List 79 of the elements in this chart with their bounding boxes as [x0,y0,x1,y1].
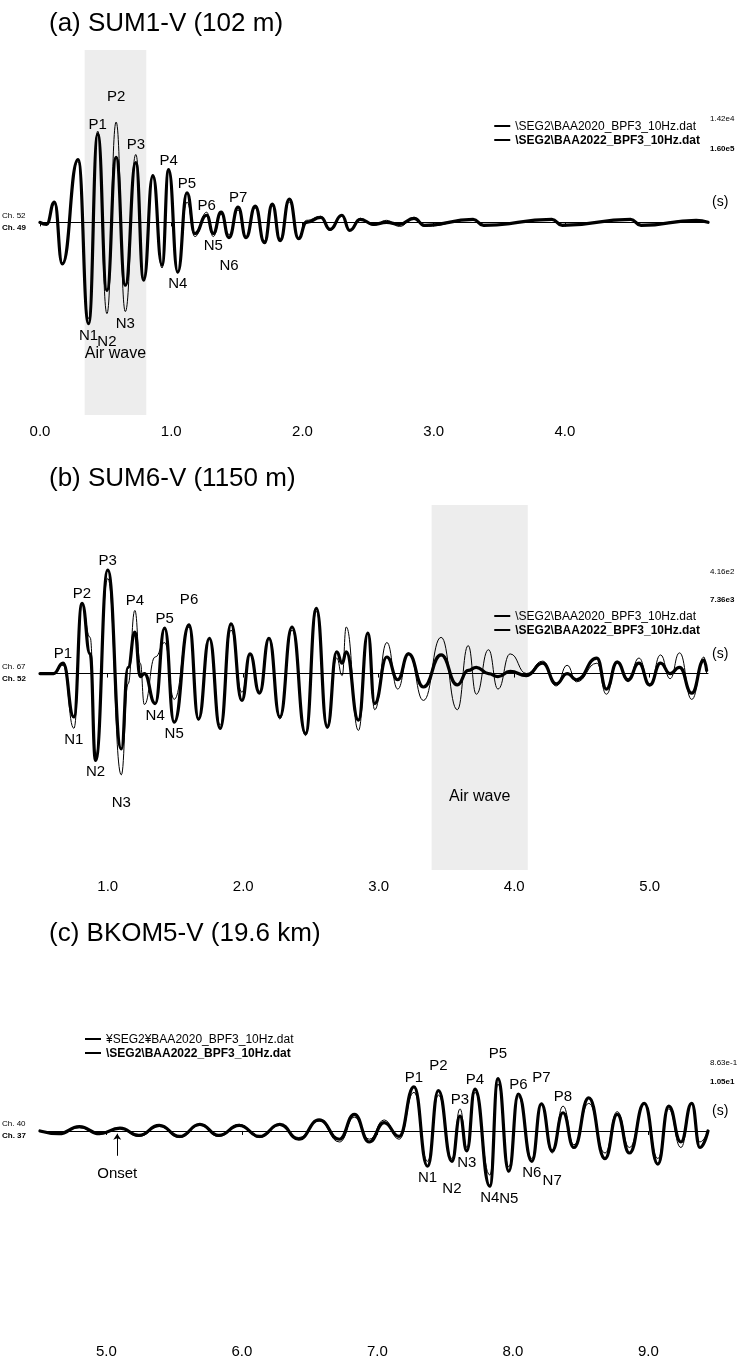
x-tick-label: 1.0 [160,422,182,439]
text: Ch. 52 [2,210,27,220]
legend-label: \SEG2\BAA2022_BPF3_10Hz.dat [515,623,700,637]
legend-label: \SEG2\BAA2022_BPF3_10Hz.dat [515,133,700,147]
annotation: N1 [64,730,84,748]
annotation: N1 [417,1168,438,1186]
annotation: N2 [85,762,106,780]
text: Ch. 49 [2,222,27,232]
x-tick-label: 1.0 [97,877,119,894]
x-axis-title: (s) [712,644,729,661]
annotation: P3 [126,135,145,153]
x-tick-label: 2.0 [292,422,313,439]
legend-label: \SEG2\BAA2022_BPF3_10Hz.dat [106,1046,291,1060]
legend-label: \SEG2\BAA2020_BPF3_10Hz.dat [515,609,697,623]
annotation: N3 [457,1152,477,1170]
annotation: P1 [53,644,73,662]
annotation: N5 [499,1189,519,1207]
annotation: P6 [509,1075,528,1093]
x-axis-title: (s) [712,193,729,210]
annotation: N4 [480,1188,500,1206]
annotation: N5 [203,235,223,253]
annotation: N1 [78,325,99,343]
annotation: P6 [179,589,199,607]
annotation: N3 [111,792,131,810]
annotation: P7 [228,188,248,206]
annotation: P8 [553,1087,573,1105]
x-tick-label: 3.0 [368,877,390,894]
annotation: P5 [177,173,197,191]
x-tick-label: 2.0 [232,877,254,894]
x-tick-label: 8.0 [502,1342,524,1359]
text: Ch. 52 [2,674,27,684]
annotation: P2 [106,86,126,104]
annotation: P3 [98,551,117,569]
text: 4.16e2 [710,567,736,577]
text: Ch. 67 [2,662,27,672]
x-tick-label: 3.0 [423,422,445,439]
annotation: P4 [465,1070,485,1088]
annotation: N5 [164,724,184,742]
annotation: P2 [429,1055,448,1073]
annotation: Onset [97,1163,139,1181]
annotation: P2 [72,584,92,602]
chart-title: (c) BKOM5-V (19.6 km) [49,917,321,947]
annotation: P4 [159,150,178,168]
annotation: N7 [542,1171,562,1189]
annotation: P7 [532,1068,551,1086]
x-tick-label: 4.0 [554,422,576,439]
annotation: P6 [197,196,216,214]
text: 1.05e1 [710,1077,736,1087]
text: 1.42e4 [710,113,736,123]
band-label: Air wave [449,786,511,804]
legend-label: \SEG2\BAA2020_BPF3_10Hz.dat [515,119,697,133]
annotation: N6 [522,1163,542,1181]
x-tick-label: 0.0 [29,422,51,439]
text: 1.60e5 [710,143,736,153]
text: Ch. 40 [2,1119,27,1129]
annotation: N6 [219,255,239,273]
x-axis-title: (s) [712,1101,729,1118]
annotation: P5 [488,1043,508,1061]
chart-title: (b) SUM6-V (1150 m) [49,462,296,492]
annotation: P3 [450,1089,470,1107]
annotation: P1 [404,1067,424,1085]
x-tick-label: 6.0 [231,1342,253,1359]
annotation: P4 [125,591,145,609]
annotation: N4 [145,705,165,723]
annotation: N3 [115,313,135,331]
x-tick-label: 9.0 [637,1342,659,1359]
x-tick-label: 7.0 [366,1342,388,1359]
chart-title: (a) SUM1-V (102 m) [49,7,284,37]
x-tick-label: 4.0 [503,877,525,894]
x-tick-label: 5.0 [95,1342,117,1359]
text: Ch. 37 [2,1131,27,1141]
annotation: P1 [88,115,107,133]
annotation: N2 [442,1179,462,1197]
text: 8.63e-1 [710,1058,738,1068]
legend-label: ¥SEG2¥BAA2020_BPF3_10Hz.dat [105,1032,295,1046]
text: 7.36e3 [710,595,736,605]
x-tick-label: 5.0 [639,877,661,894]
annotation: P5 [155,609,174,627]
annotation: N4 [168,274,188,292]
